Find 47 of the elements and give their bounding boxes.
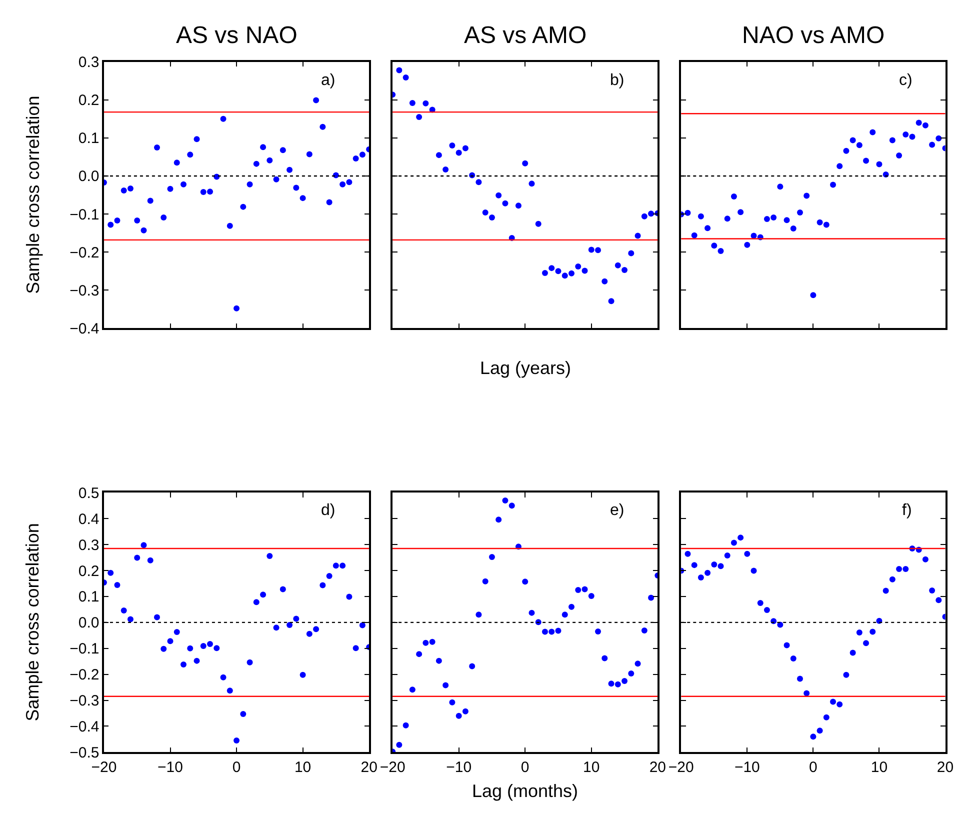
y-tick-label: 0.4 (78, 510, 100, 528)
y-axis-title: Sample cross correlation (22, 96, 43, 294)
x-tick-label: 20 (360, 758, 378, 776)
chart-title: AS vs AMO (464, 22, 587, 49)
x-tick-label: −10 (158, 758, 183, 776)
annotation: e) (610, 502, 624, 519)
y-tick-label: 0.3 (78, 536, 100, 554)
x-tick-label: 10 (294, 758, 312, 776)
x-tick-label: 20 (936, 758, 954, 776)
y-tick-label: 0.5 (78, 484, 100, 502)
chart-title: NAO vs AMO (742, 22, 885, 49)
y-tick-label: 0.2 (78, 562, 100, 580)
y-tick-label: −0.3 (70, 692, 100, 710)
annotation: f) (902, 502, 912, 519)
y-tick-label: 0.1 (78, 130, 100, 148)
y-tick-label: −0.5 (70, 744, 100, 762)
y-tick-label: 0.0 (78, 614, 100, 632)
y-tick-label: −0.1 (70, 206, 100, 224)
x-tick-label: 10 (870, 758, 888, 776)
x-tick-label: 10 (583, 758, 600, 776)
y-tick-label: −0.2 (70, 244, 100, 262)
y-tick-label: 0.0 (78, 168, 100, 186)
x-tick-label: −20 (668, 758, 694, 776)
x-tick-label: −20 (91, 758, 117, 776)
x-axis-title: Lag (months) (472, 781, 578, 801)
x-tick-label: −10 (734, 758, 760, 776)
y-tick-label: 0.2 (78, 92, 100, 110)
x-tick-label: 20 (649, 758, 666, 776)
y-tick-label: −0.3 (70, 282, 100, 300)
y-tick-label: −0.2 (70, 666, 100, 684)
y-tick-label: −0.1 (70, 640, 100, 658)
x-tick-label: −10 (446, 758, 472, 776)
y-tick-label: −0.4 (70, 718, 100, 736)
annotation: c) (899, 72, 912, 89)
chart-title: AS vs NAO (176, 22, 298, 49)
x-tick-label: 0 (520, 758, 530, 776)
annotation: b) (610, 72, 624, 89)
x-axis-title: Lag (years) (480, 358, 572, 378)
y-tick-label: −0.4 (70, 320, 100, 338)
x-tick-label: 0 (809, 758, 818, 776)
annotation: a) (321, 72, 336, 89)
x-tick-label: 0 (232, 758, 241, 776)
annotation: d) (321, 502, 336, 519)
y-tick-label: 0.1 (78, 588, 100, 606)
y-axis-title: Sample cross correlation (22, 523, 42, 722)
y-tick-label: 0.3 (78, 54, 100, 72)
x-tick-label: −20 (380, 758, 406, 776)
